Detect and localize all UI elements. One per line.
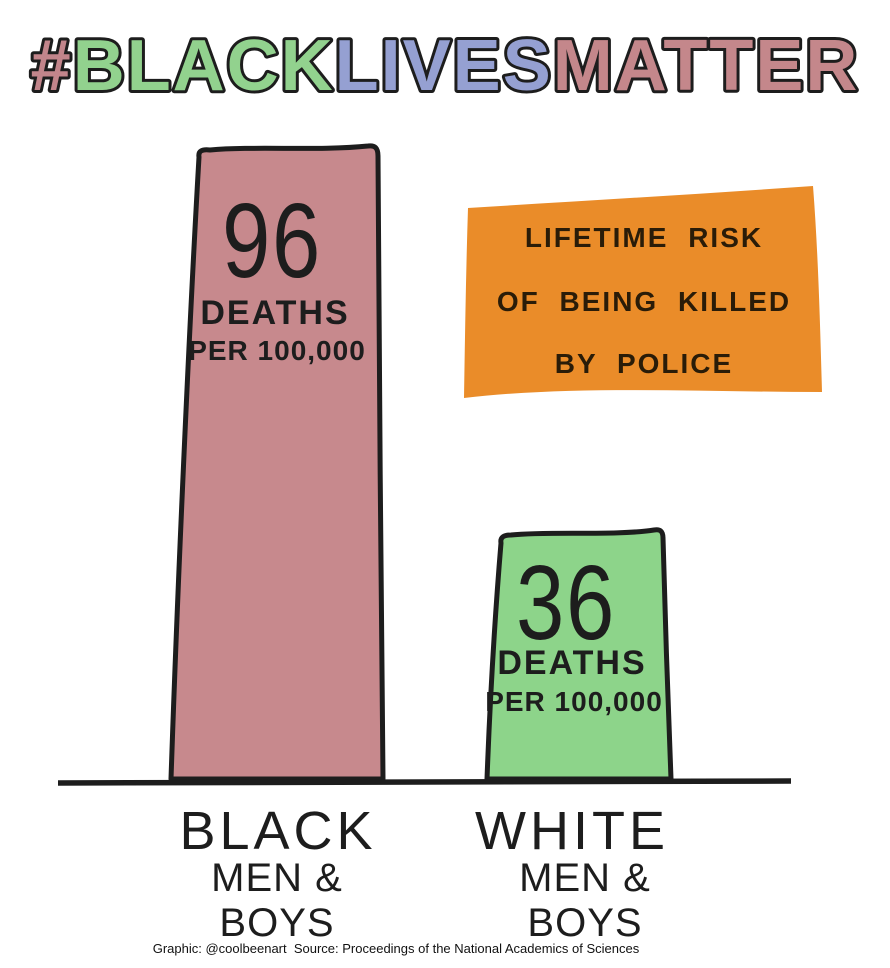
baseline-axis [57, 778, 792, 786]
annotation-line-2: OF BEING KILLED [496, 286, 792, 317]
bar-white-units-line2: PER 100,000 [485, 686, 663, 717]
annotation-line-3: BY POLICE [554, 348, 734, 379]
title-word-lives: LIVES [335, 26, 553, 106]
annotation-card-bg [464, 186, 822, 398]
annotation-line-1: LIFETIME RISK [524, 222, 764, 253]
bar-white-value: 36 [516, 544, 616, 662]
title-word-black: BLACK [73, 26, 335, 106]
category-sublabel-black: MEN & BOYS [211, 856, 343, 945]
bar-black-units-line1: DEATHS [200, 294, 350, 332]
annotation-card: LIFETIME RISK OF BEING KILLED BY POLICE [466, 206, 822, 398]
bar-black-value: 96 [222, 182, 322, 300]
category-sublabel-white: MEN & BOYS [519, 856, 651, 945]
footer-credit: Graphic: @coolbeenart Source: Proceeding… [152, 941, 640, 956]
bar-black-men [168, 143, 386, 782]
category-label-white: WHITE [475, 801, 669, 861]
category-label-black: BLACK [179, 801, 377, 861]
bar-white-men [484, 527, 674, 782]
page-title: #BLACKLIVESMATTER [31, 26, 860, 106]
bar-white-units-line1: DEATHS [497, 644, 647, 682]
bar-black-units-line2: PER 100,000 [188, 335, 366, 366]
title-hashtag: # [31, 26, 73, 106]
title-word-matter: MATTER [553, 26, 860, 106]
